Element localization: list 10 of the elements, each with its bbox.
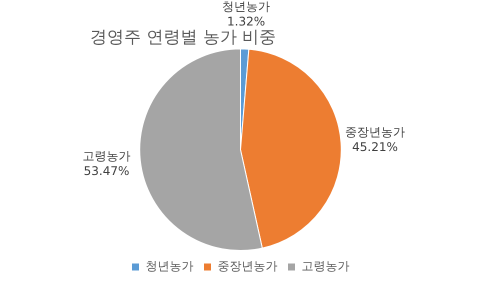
legend-label: 중장년농가: [218, 259, 278, 274]
data-label: 1.32%: [227, 14, 266, 29]
slice-label: 고령농가: [82, 148, 130, 163]
legend-label: 고령농가: [302, 259, 350, 274]
text: 경영주 연령별 농가 비중: [90, 28, 276, 48]
data-label: 53.47%: [84, 164, 130, 178]
data-label: 45.21%: [352, 140, 398, 154]
slice-label: 중장년농가: [344, 125, 405, 140]
slice-label: 청년농가: [222, 0, 270, 14]
legend-label: 청년농가: [146, 259, 194, 274]
